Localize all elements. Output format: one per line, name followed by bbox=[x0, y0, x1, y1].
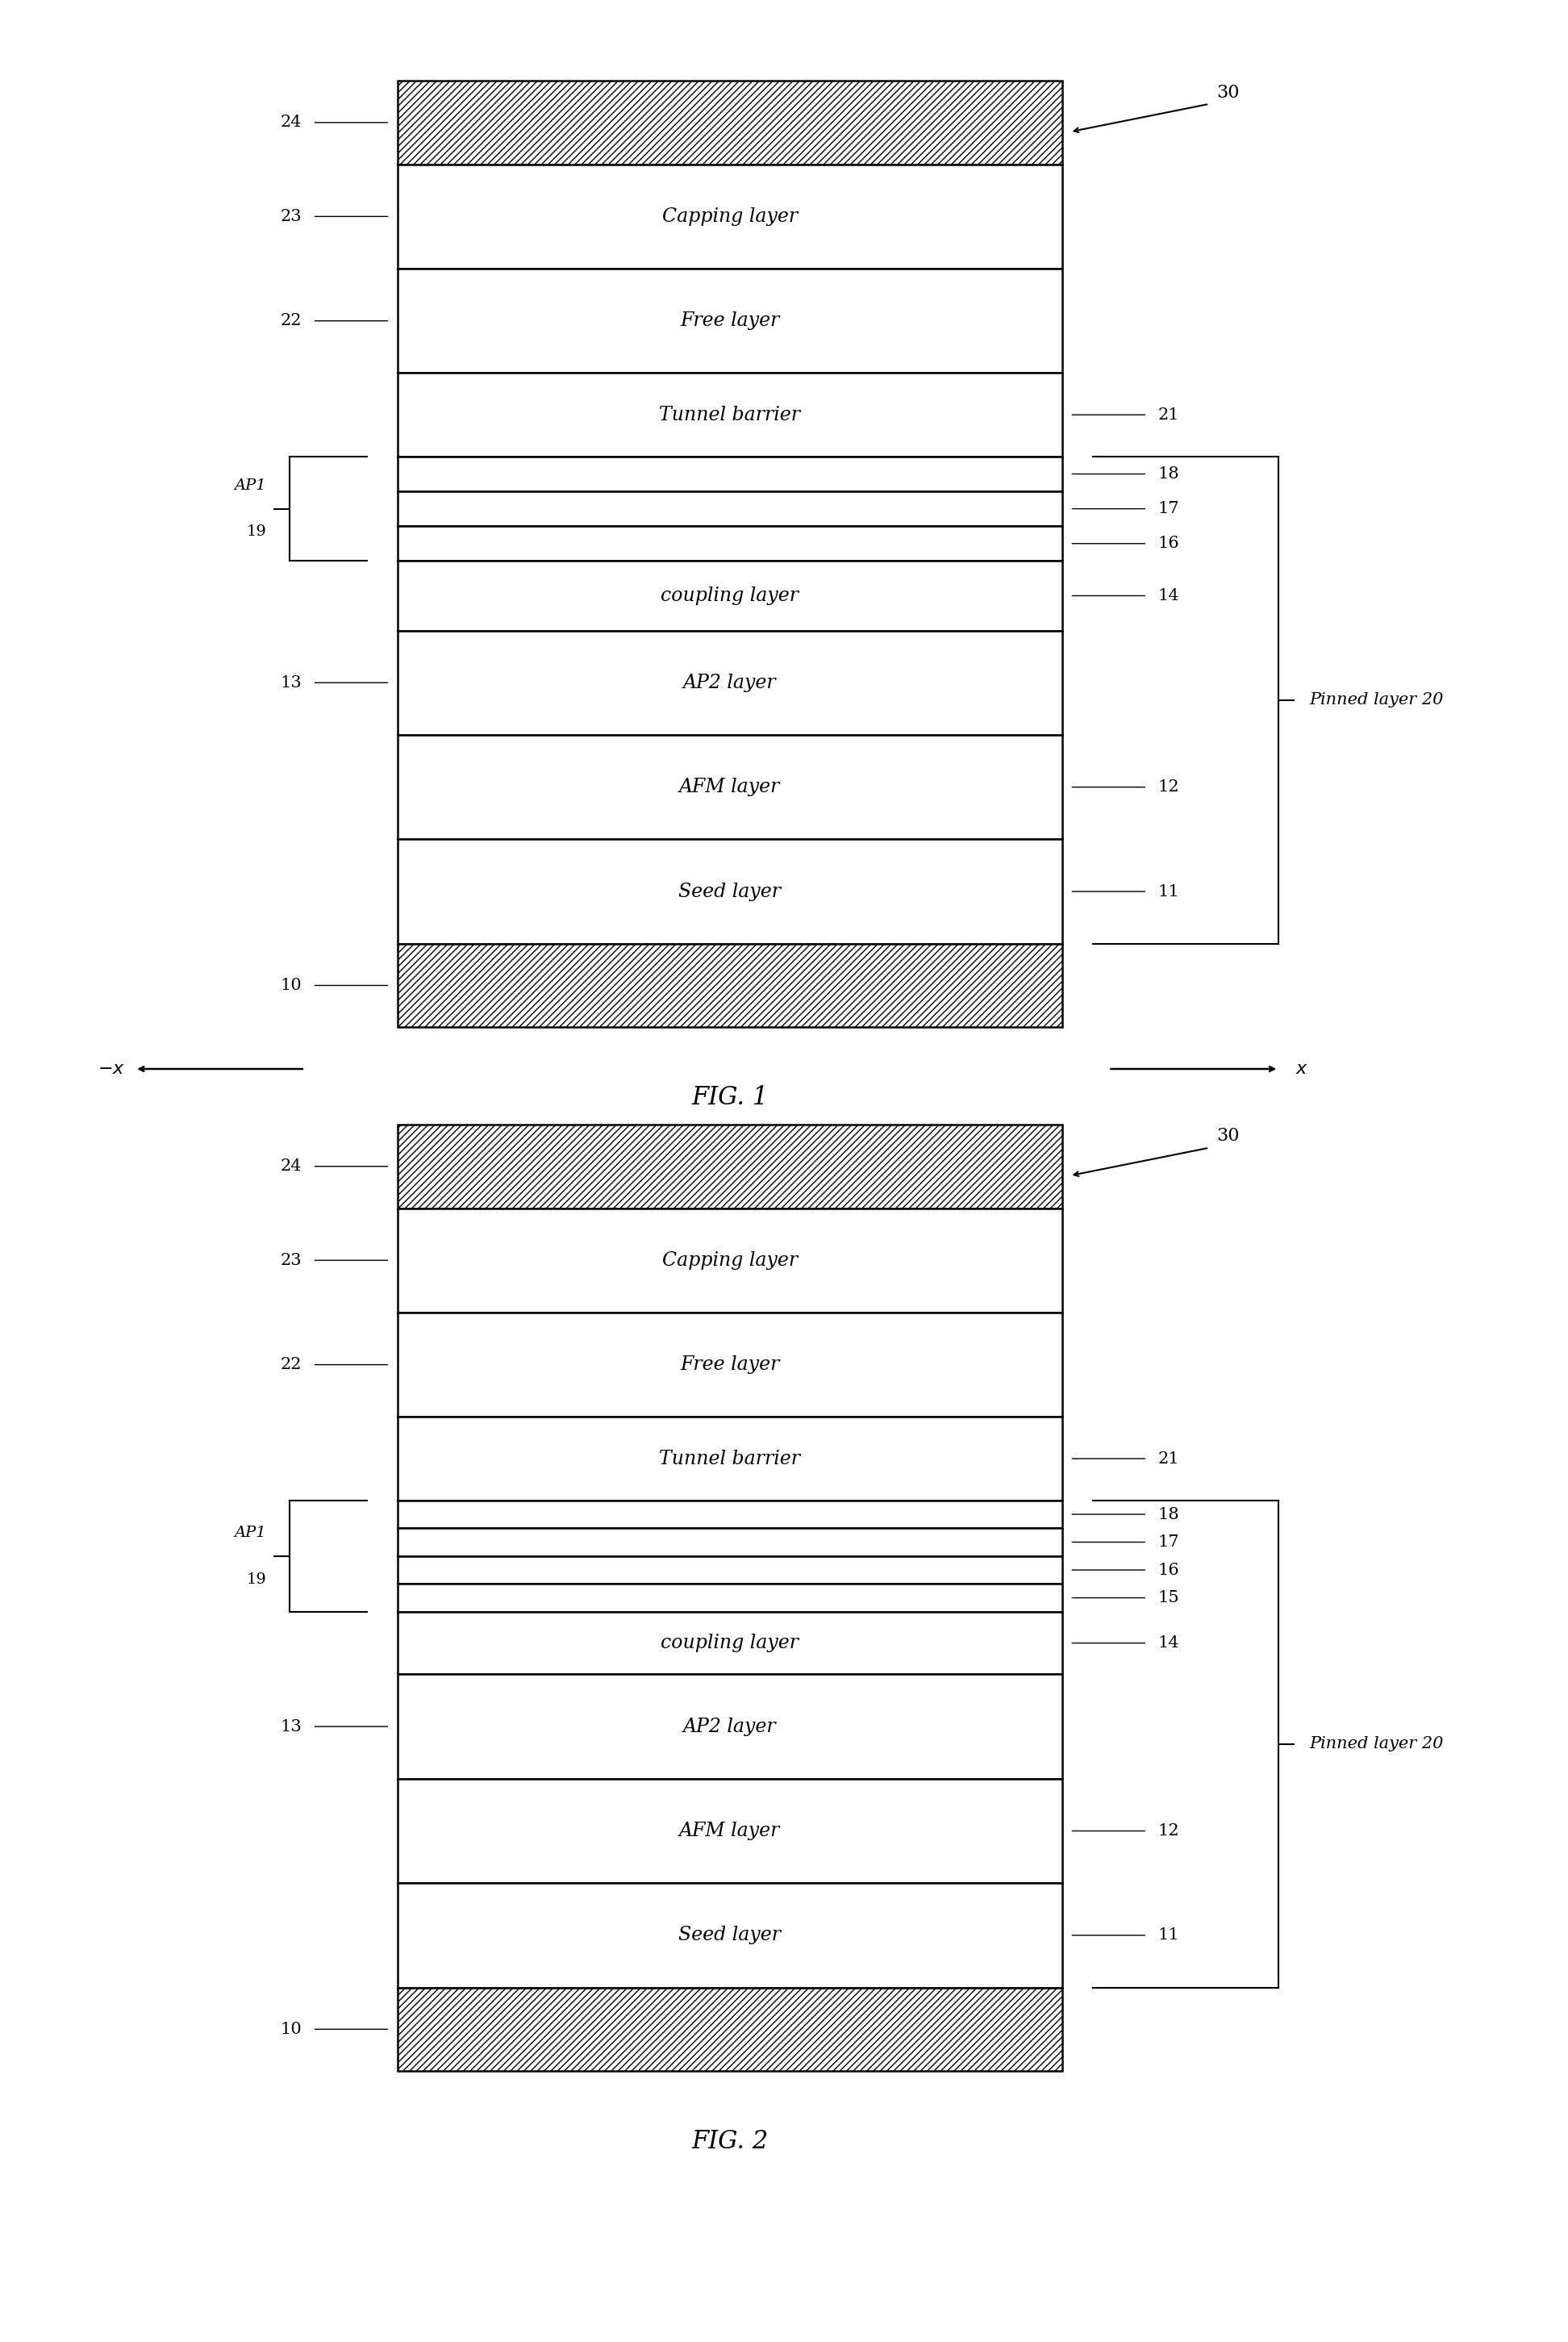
Text: Pinned layer 20: Pinned layer 20 bbox=[1309, 1735, 1444, 1752]
Text: 13: 13 bbox=[281, 674, 301, 691]
Bar bbox=[398, 1883, 1062, 1988]
Bar bbox=[398, 1583, 1062, 1611]
Text: 12: 12 bbox=[1159, 780, 1179, 794]
Text: 18: 18 bbox=[1159, 466, 1179, 482]
Text: 19: 19 bbox=[246, 525, 267, 539]
Text: 18: 18 bbox=[1159, 1506, 1179, 1522]
Bar bbox=[398, 80, 1062, 164]
Text: Capping layer: Capping layer bbox=[662, 206, 798, 225]
Bar bbox=[398, 1501, 1062, 1529]
Text: Tunnel barrier: Tunnel barrier bbox=[659, 405, 801, 424]
Bar bbox=[398, 630, 1062, 735]
Text: AFM layer: AFM layer bbox=[679, 1822, 781, 1841]
Text: FIG. 2: FIG. 2 bbox=[691, 2129, 768, 2155]
Bar bbox=[398, 1988, 1062, 2070]
Text: 23: 23 bbox=[281, 1253, 301, 1267]
Text: 19: 19 bbox=[246, 1571, 267, 1586]
Text: 15: 15 bbox=[1159, 1590, 1179, 1607]
Text: Free layer: Free layer bbox=[681, 1356, 779, 1375]
Text: AP1: AP1 bbox=[234, 478, 267, 492]
Text: AP1: AP1 bbox=[234, 1525, 267, 1541]
Text: AFM layer: AFM layer bbox=[679, 778, 781, 796]
Bar bbox=[398, 1529, 1062, 1555]
Text: 17: 17 bbox=[1159, 1534, 1179, 1550]
Text: 30: 30 bbox=[1217, 84, 1240, 101]
Text: 10: 10 bbox=[281, 977, 301, 993]
Text: 11: 11 bbox=[1159, 1927, 1179, 1944]
Text: 30: 30 bbox=[1217, 1127, 1240, 1145]
Bar bbox=[398, 735, 1062, 838]
Text: 16: 16 bbox=[1159, 536, 1179, 550]
Text: 22: 22 bbox=[281, 1356, 301, 1372]
Text: 11: 11 bbox=[1159, 883, 1179, 899]
Bar bbox=[398, 269, 1062, 372]
Bar bbox=[398, 1778, 1062, 1883]
Text: Tunnel barrier: Tunnel barrier bbox=[659, 1450, 801, 1468]
Text: 10: 10 bbox=[281, 2021, 301, 2038]
Bar bbox=[398, 457, 1062, 492]
Bar bbox=[398, 1208, 1062, 1312]
Text: 21: 21 bbox=[1159, 408, 1179, 422]
Text: Capping layer: Capping layer bbox=[662, 1251, 798, 1269]
Text: 14: 14 bbox=[1159, 1635, 1179, 1651]
Bar bbox=[398, 1555, 1062, 1583]
Bar bbox=[398, 1675, 1062, 1778]
Bar bbox=[398, 492, 1062, 527]
Text: 13: 13 bbox=[281, 1719, 301, 1733]
Text: 24: 24 bbox=[281, 115, 301, 131]
Text: $x$: $x$ bbox=[1295, 1061, 1308, 1077]
Bar bbox=[398, 527, 1062, 562]
Text: coupling layer: coupling layer bbox=[662, 586, 798, 604]
Bar bbox=[398, 1124, 1062, 1208]
Text: 24: 24 bbox=[281, 1159, 301, 1173]
Text: 14: 14 bbox=[1159, 588, 1179, 604]
Bar bbox=[398, 562, 1062, 630]
Bar bbox=[398, 838, 1062, 944]
Text: 16: 16 bbox=[1159, 1562, 1179, 1579]
Text: 17: 17 bbox=[1159, 501, 1179, 518]
Text: coupling layer: coupling layer bbox=[662, 1635, 798, 1653]
Bar bbox=[398, 1417, 1062, 1501]
Text: 21: 21 bbox=[1159, 1452, 1179, 1466]
Text: FIG. 1: FIG. 1 bbox=[691, 1084, 768, 1110]
Bar bbox=[398, 1611, 1062, 1675]
Text: 23: 23 bbox=[281, 208, 301, 225]
Text: 22: 22 bbox=[281, 314, 301, 328]
Text: AP2 layer: AP2 layer bbox=[684, 1717, 776, 1735]
Text: Seed layer: Seed layer bbox=[679, 883, 781, 902]
Text: Pinned layer 20: Pinned layer 20 bbox=[1309, 693, 1444, 707]
Text: Free layer: Free layer bbox=[681, 311, 779, 330]
Text: 12: 12 bbox=[1159, 1824, 1179, 1838]
Bar bbox=[398, 1312, 1062, 1417]
Text: Seed layer: Seed layer bbox=[679, 1925, 781, 1944]
Text: AP2 layer: AP2 layer bbox=[684, 674, 776, 691]
Text: $-x$: $-x$ bbox=[97, 1061, 125, 1077]
Bar bbox=[398, 164, 1062, 269]
Bar bbox=[398, 372, 1062, 457]
Bar bbox=[398, 944, 1062, 1028]
